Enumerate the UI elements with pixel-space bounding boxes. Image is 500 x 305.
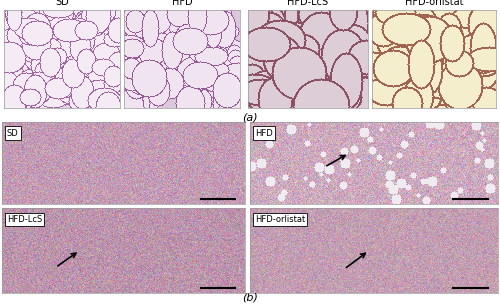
Text: (a): (a) (242, 113, 258, 123)
Text: SD: SD (55, 0, 69, 7)
Text: HFD-LcS: HFD-LcS (7, 215, 42, 224)
Text: HFD: HFD (255, 129, 272, 138)
Text: HFD-orlistat: HFD-orlistat (255, 215, 305, 224)
Text: HFD: HFD (172, 0, 192, 7)
Text: (b): (b) (242, 292, 258, 303)
Text: HFD-orlistat: HFD-orlistat (405, 0, 463, 7)
Text: HFD-LcS: HFD-LcS (288, 0, 329, 7)
Text: SD: SD (7, 129, 18, 138)
